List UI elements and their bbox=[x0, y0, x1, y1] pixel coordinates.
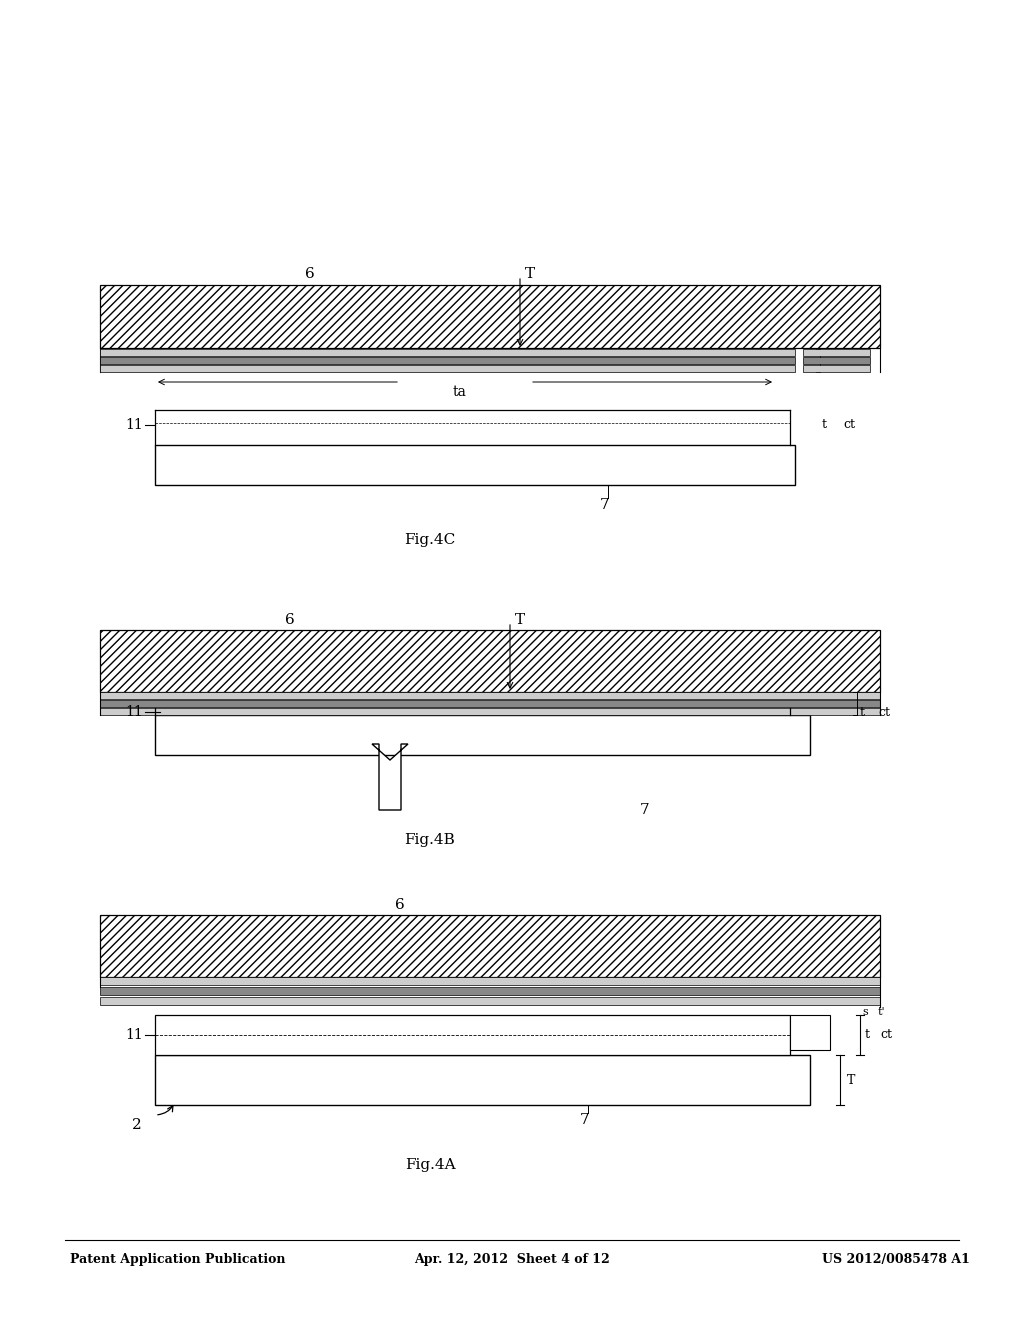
Bar bbox=[100, 708, 880, 715]
Text: T: T bbox=[515, 612, 525, 627]
Bar bbox=[100, 692, 880, 700]
Text: ta: ta bbox=[453, 385, 467, 399]
Text: t: t bbox=[860, 705, 865, 718]
Bar bbox=[100, 285, 880, 348]
Text: Patent Application Publication: Patent Application Publication bbox=[70, 1254, 286, 1266]
Text: 6: 6 bbox=[285, 612, 295, 627]
Bar bbox=[100, 997, 880, 1005]
Text: 7: 7 bbox=[600, 498, 609, 512]
Text: Apr. 12, 2012  Sheet 4 of 12: Apr. 12, 2012 Sheet 4 of 12 bbox=[414, 1254, 610, 1266]
Bar bbox=[100, 366, 795, 372]
Bar bbox=[790, 1015, 830, 1049]
Bar bbox=[803, 356, 870, 364]
Bar bbox=[100, 700, 880, 708]
Text: 7: 7 bbox=[580, 1113, 590, 1127]
Bar bbox=[100, 348, 795, 356]
Bar bbox=[100, 356, 795, 364]
Text: 11: 11 bbox=[125, 418, 143, 432]
Text: T: T bbox=[847, 1073, 855, 1086]
Bar bbox=[100, 977, 880, 985]
Bar bbox=[155, 1055, 810, 1105]
Bar bbox=[803, 366, 870, 372]
Text: US 2012/0085478 A1: US 2012/0085478 A1 bbox=[822, 1254, 970, 1266]
Bar bbox=[803, 348, 870, 356]
Text: Fig.4A: Fig.4A bbox=[404, 1158, 456, 1172]
Text: ct: ct bbox=[878, 705, 890, 718]
Bar bbox=[155, 445, 795, 484]
Polygon shape bbox=[372, 744, 408, 810]
Text: 11: 11 bbox=[125, 705, 143, 719]
Bar bbox=[100, 630, 880, 692]
Bar bbox=[155, 1015, 790, 1055]
Text: 6: 6 bbox=[305, 267, 314, 281]
Text: 6: 6 bbox=[395, 898, 404, 912]
Text: ct: ct bbox=[843, 418, 855, 432]
Bar bbox=[100, 915, 880, 977]
Text: Fig.4C: Fig.4C bbox=[404, 533, 456, 546]
Text: 11: 11 bbox=[125, 1028, 143, 1041]
Text: ct: ct bbox=[880, 1028, 892, 1041]
Text: Fig.4B: Fig.4B bbox=[404, 833, 456, 847]
Text: 7: 7 bbox=[640, 803, 649, 817]
Text: s: s bbox=[862, 1007, 867, 1016]
Text: 2: 2 bbox=[132, 1118, 141, 1133]
Text: t': t' bbox=[878, 1007, 886, 1016]
Bar bbox=[100, 987, 880, 995]
Text: T: T bbox=[525, 267, 536, 281]
Bar bbox=[155, 715, 810, 755]
Text: t: t bbox=[865, 1028, 870, 1041]
Text: t: t bbox=[822, 418, 827, 432]
